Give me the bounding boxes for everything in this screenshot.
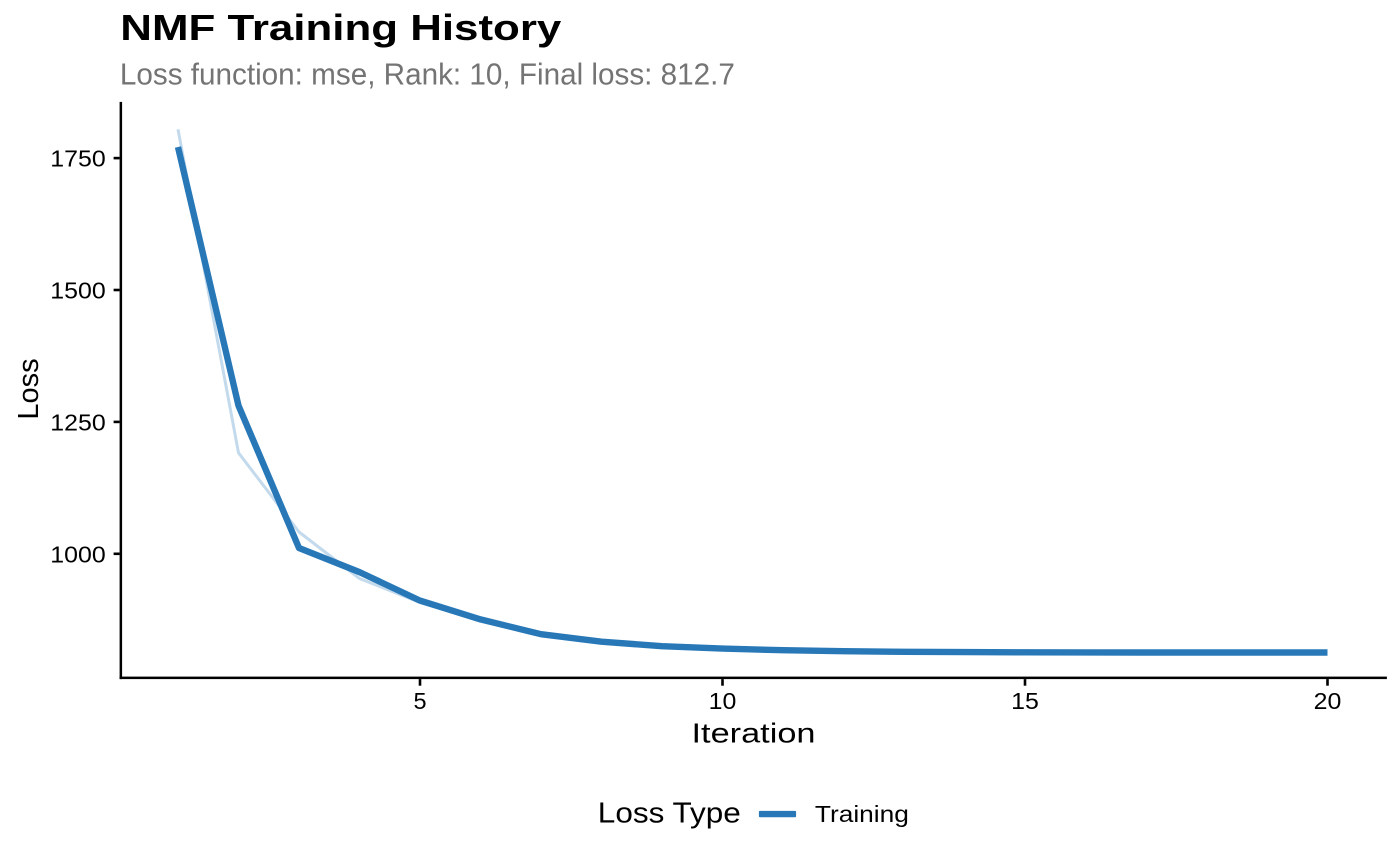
- svg-text:NMF Training History: NMF Training History: [120, 7, 561, 48]
- svg-text:1250: 1250: [50, 410, 105, 436]
- svg-text:20: 20: [1314, 688, 1342, 714]
- svg-text:Loss: Loss: [13, 358, 45, 419]
- svg-text:1500: 1500: [50, 278, 105, 304]
- svg-text:Loss function: mse, Rank: 10,: Loss function: mse, Rank: 10, Final loss…: [120, 56, 735, 91]
- svg-text:1000: 1000: [50, 541, 105, 567]
- svg-text:Iteration: Iteration: [692, 717, 816, 748]
- svg-text:Training: Training: [815, 801, 909, 827]
- svg-text:Loss Type: Loss Type: [598, 798, 741, 830]
- svg-text:10: 10: [709, 688, 737, 714]
- svg-text:5: 5: [413, 688, 426, 714]
- svg-text:1750: 1750: [50, 146, 105, 172]
- svg-text:15: 15: [1011, 688, 1039, 714]
